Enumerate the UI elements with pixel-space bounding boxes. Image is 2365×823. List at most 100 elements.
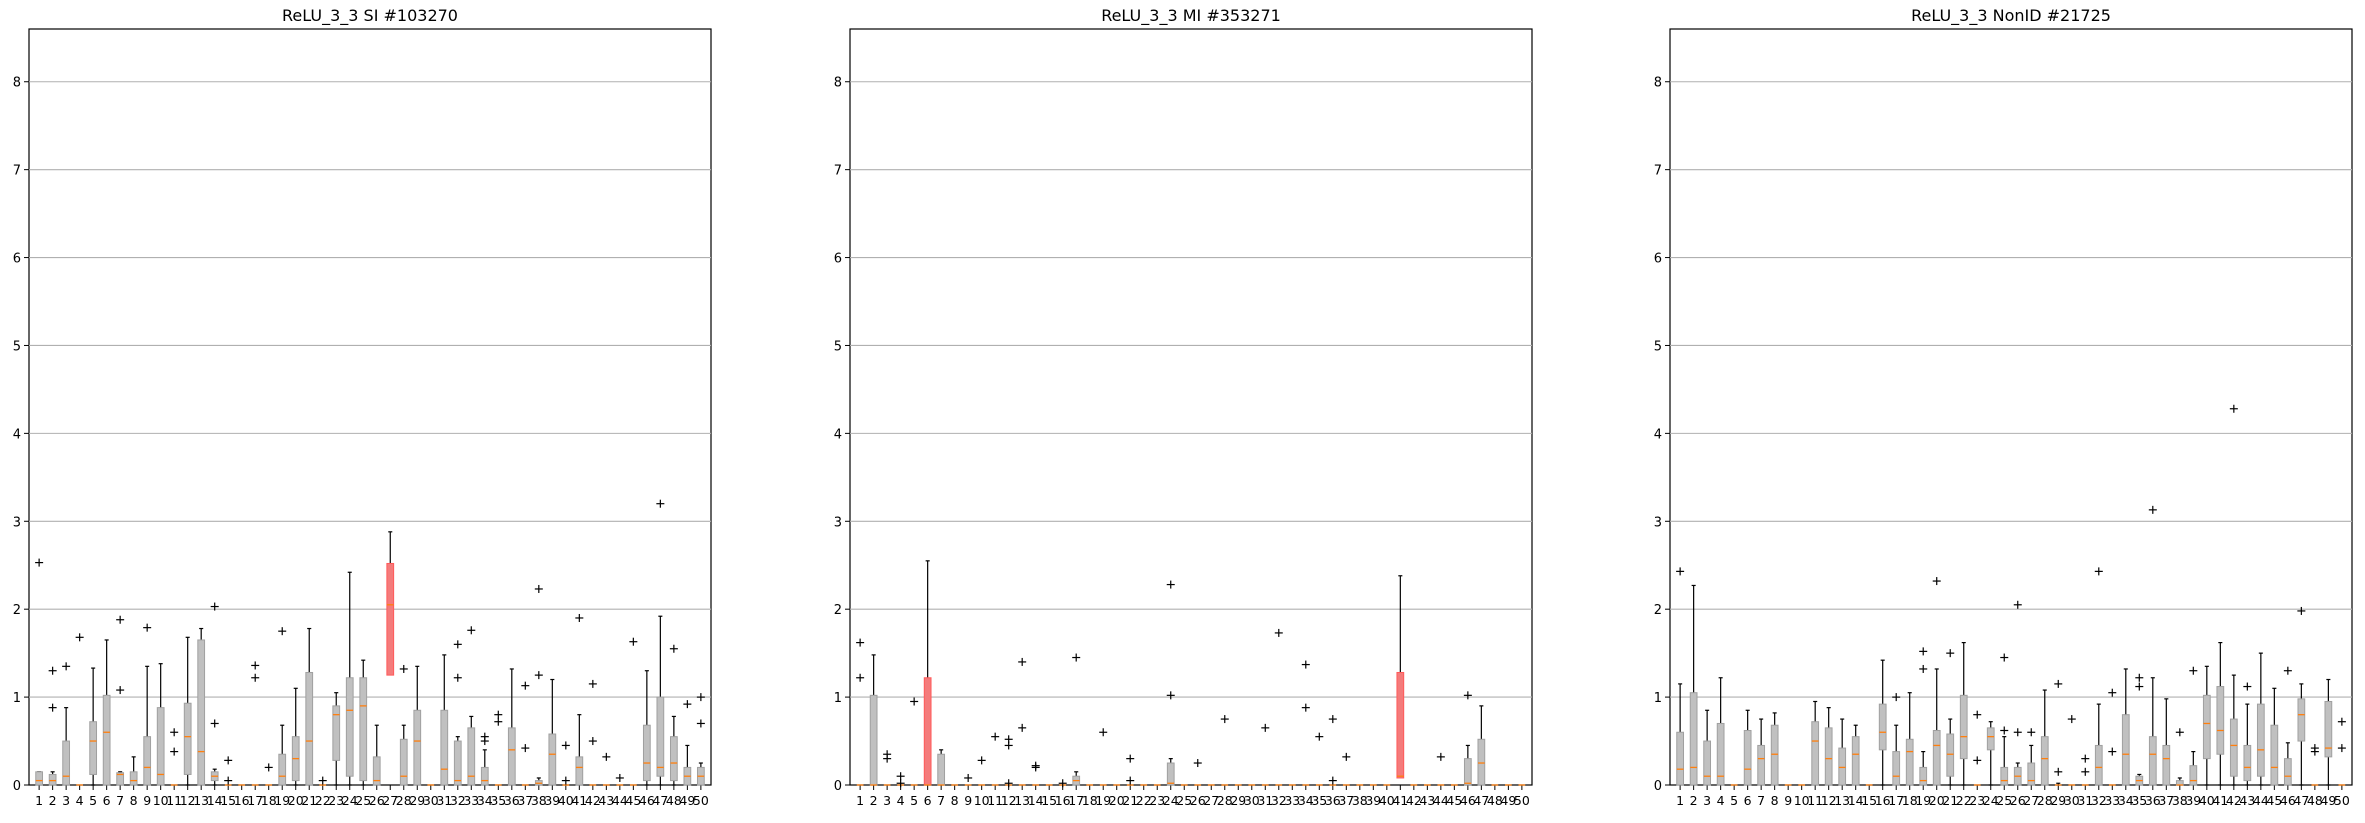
chart-nonid-box-37 bbox=[2162, 698, 2171, 786]
chart-si-ytick-label: 7 bbox=[13, 164, 21, 179]
chart-nonid-outlier bbox=[2175, 728, 2184, 737]
chart-mi-outlier bbox=[1018, 723, 1027, 732]
chart-si-box-body bbox=[656, 696, 665, 777]
chart-nonid-box-24 bbox=[1986, 721, 1995, 786]
chart-mi-box-32 bbox=[1274, 628, 1283, 786]
chart-nonid-box-3 bbox=[1703, 709, 1712, 786]
chart-nonid-box-body bbox=[2175, 780, 2184, 786]
chart-si-box-43 bbox=[602, 752, 611, 786]
chart-nonid-outlier bbox=[2297, 606, 2306, 615]
chart-si-xtick-label: 48 bbox=[666, 793, 682, 808]
chart-mi-outlier bbox=[1166, 691, 1175, 700]
chart-mi-outlier bbox=[1274, 628, 1283, 637]
chart-mi-boxes bbox=[856, 560, 1526, 788]
chart-si-xtick-label: 41 bbox=[571, 793, 587, 808]
chart-nonid-ytick-label: 7 bbox=[1654, 164, 1662, 179]
chart-nonid-xtick-label: 5 bbox=[1730, 793, 1738, 808]
chart-si-xtick-label: 9 bbox=[143, 793, 151, 808]
chart-si-outlier bbox=[48, 703, 57, 712]
chart-si-box-11 bbox=[170, 728, 179, 786]
chart-nonid-outlier bbox=[2054, 767, 2063, 776]
chart-mi-xtick-label: 44 bbox=[1433, 793, 1449, 808]
chart-si-box-41 bbox=[575, 613, 584, 786]
chart-nonid-box-41 bbox=[2216, 641, 2225, 786]
chart-mi-box-body bbox=[1463, 758, 1472, 786]
chart-nonid-box-4 bbox=[1716, 677, 1725, 786]
chart-nonid-xtick-label: 49 bbox=[2320, 793, 2336, 808]
chart-si-box-body bbox=[507, 727, 516, 786]
chart-si-box-body bbox=[102, 694, 111, 786]
chart-si-outlier bbox=[575, 613, 584, 622]
chart-nonid-outlier bbox=[2000, 653, 2009, 662]
chart-mi-xtick-label: 49 bbox=[1500, 793, 1516, 808]
chart-si-outlier bbox=[251, 661, 260, 670]
chart-si-box-body bbox=[548, 733, 557, 786]
chart-mi-xtick-label: 7 bbox=[937, 793, 945, 808]
chart-nonid-outlier bbox=[2337, 744, 2346, 753]
chart-mi-box-47 bbox=[1477, 705, 1486, 786]
chart-mi-box-11 bbox=[991, 732, 1000, 786]
chart-nonid-box-47 bbox=[2297, 606, 2306, 786]
chart-si-outlier bbox=[278, 627, 287, 636]
chart-nonid-box-20 bbox=[1932, 577, 1941, 786]
chart-mi-outlier bbox=[1004, 779, 1013, 788]
chart-mi-box-26 bbox=[1193, 759, 1202, 786]
chart-mi-ytick-label: 0 bbox=[834, 779, 842, 794]
chart-nonid-ytick-label: 1 bbox=[1654, 691, 1662, 706]
chart-si-box-39 bbox=[548, 678, 557, 786]
chart-si-ytick-label: 6 bbox=[13, 252, 21, 267]
chart-mi-box-body bbox=[1477, 738, 1486, 786]
chart-nonid-ytick-label: 5 bbox=[1654, 339, 1662, 354]
chart-nonid-xtick-label: 7 bbox=[1757, 793, 1765, 808]
chart-nonid-xtick-label: 46 bbox=[2280, 793, 2296, 808]
chart-si-xtick-label: 32 bbox=[450, 793, 466, 808]
chart-nonid-outlier bbox=[2189, 666, 2198, 675]
chart-mi-outlier bbox=[977, 756, 986, 765]
chart-nonid-box-43 bbox=[2243, 682, 2252, 786]
chart-si-xtick-label: 19 bbox=[274, 793, 290, 808]
chart-si-xtick-label: 46 bbox=[639, 793, 655, 808]
chart-nonid-box-7 bbox=[1757, 718, 1766, 786]
chart-si-outlier bbox=[534, 584, 543, 593]
chart-nonid-outlier bbox=[2054, 679, 2063, 688]
chart-mi-outlier bbox=[883, 750, 892, 759]
chart-mi-box-body bbox=[869, 694, 878, 786]
chart-nonid-frame bbox=[1669, 28, 2353, 786]
chart-si-box-18 bbox=[264, 763, 273, 786]
chart-si-box-25 bbox=[359, 659, 368, 786]
chart-si-box-29 bbox=[413, 665, 422, 786]
chart-si-box-7 bbox=[116, 615, 125, 786]
chart-nonid-box-body bbox=[2256, 703, 2265, 777]
chart-si-box-28 bbox=[399, 664, 408, 786]
chart-si-outlier bbox=[170, 747, 179, 756]
chart-nonid-outlier bbox=[1919, 647, 1928, 656]
chart-mi-ytick-label: 1 bbox=[834, 691, 842, 706]
chart-si-box-47 bbox=[656, 499, 665, 786]
chart-nonid-xtick-label: 14 bbox=[1848, 793, 1864, 808]
chart-si-outlier bbox=[588, 679, 597, 688]
chart-nonid-xtick-label: 41 bbox=[2212, 793, 2228, 808]
chart-si-xtick-label: 25 bbox=[355, 793, 371, 808]
chart-si-ytick-label: 5 bbox=[13, 339, 21, 354]
chart-si-box-3 bbox=[62, 662, 71, 786]
chart-si-outlier bbox=[615, 773, 624, 782]
chart-nonid-xtick-label: 2 bbox=[1690, 793, 1698, 808]
chart-si-box-body bbox=[197, 639, 206, 786]
chart-mi-outlier bbox=[964, 773, 973, 782]
chart-si-xtick-label: 33 bbox=[463, 793, 479, 808]
chart-si-box-body bbox=[372, 756, 381, 786]
chart-mi-xtick-label: 48 bbox=[1487, 793, 1503, 808]
chart-nonid-outlier bbox=[2027, 728, 2036, 737]
chart-si-outlier bbox=[534, 671, 543, 680]
chart-mi-outlier bbox=[1342, 752, 1351, 761]
chart-mi-ytick-label: 4 bbox=[834, 427, 842, 442]
chart-nonid-box-body bbox=[1811, 721, 1820, 786]
chart-si-box-body bbox=[386, 562, 395, 676]
chart-nonid-xtick-label: 19 bbox=[1915, 793, 1931, 808]
chart-nonid-ytick-label: 2 bbox=[1654, 603, 1662, 618]
chart-nonid-box-body bbox=[2094, 744, 2103, 786]
chart-nonid-outlier bbox=[1946, 649, 1955, 658]
chart-mi-box-46 bbox=[1463, 691, 1472, 786]
